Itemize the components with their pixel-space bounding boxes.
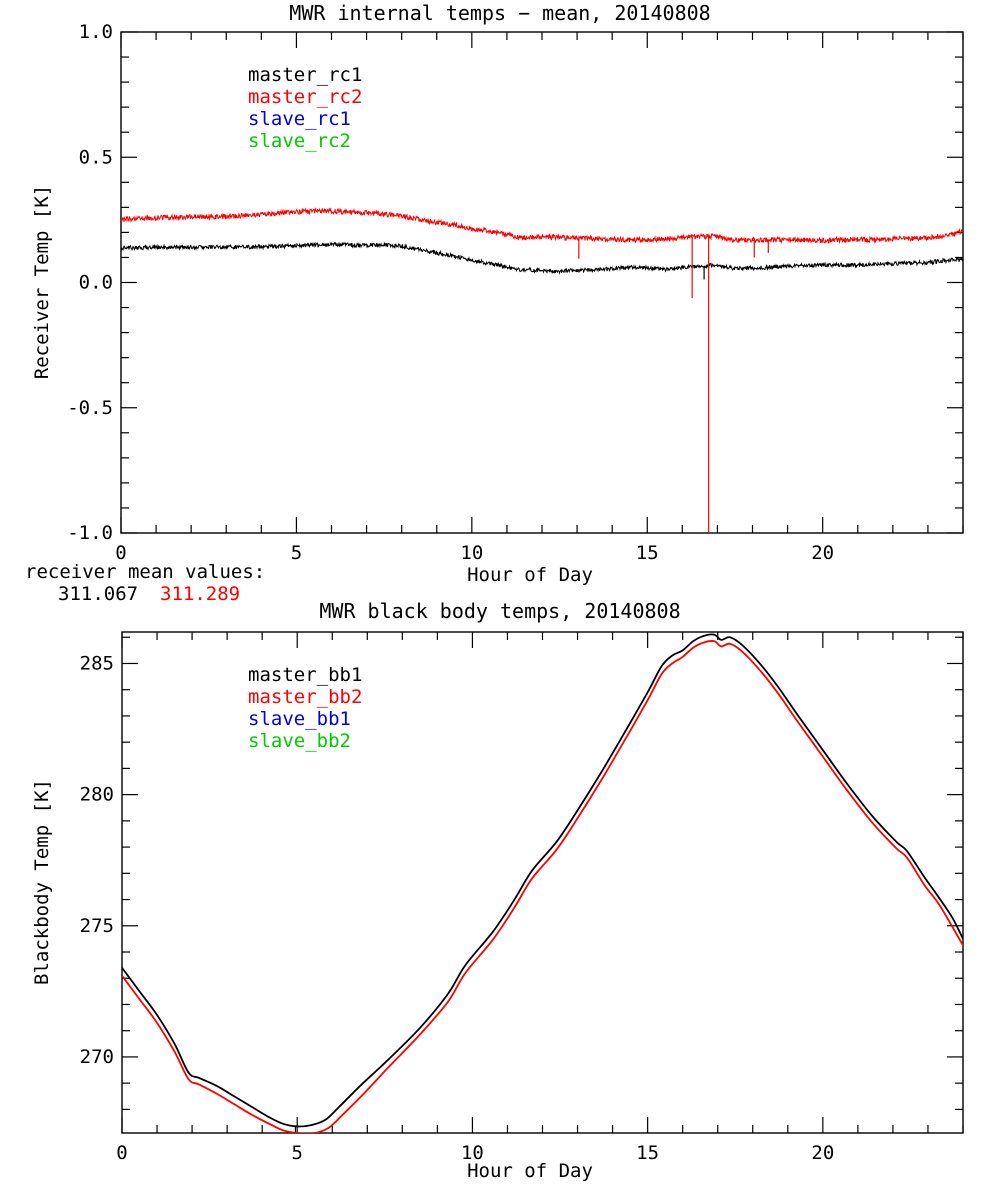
x-tick-label: 20 bbox=[811, 1142, 834, 1164]
receiver-y-axis-label: Receiver Temp [K] bbox=[31, 184, 53, 380]
x-tick-label: 0 bbox=[115, 542, 126, 564]
y-tick-label: 1.0 bbox=[79, 21, 113, 43]
axis-ticks bbox=[120, 31, 964, 534]
x-tick-label: 0 bbox=[116, 1142, 127, 1164]
blackbody-x-axis-label: Hour of Day bbox=[467, 1160, 593, 1182]
x-tick-label: 20 bbox=[811, 542, 834, 564]
y-tick-label: 0.5 bbox=[79, 146, 113, 168]
series-master_rc2 bbox=[121, 207, 963, 244]
x-tick-label: 15 bbox=[636, 1142, 659, 1164]
y-tick-label: 270 bbox=[80, 1046, 114, 1068]
series-master_rc1 bbox=[121, 241, 963, 275]
y-tick-label: -1.0 bbox=[67, 522, 113, 544]
receiver-x-axis-label: Hour of Day bbox=[467, 564, 593, 586]
series-master_bb2 bbox=[122, 640, 963, 1133]
blackbody-y-axis-label: Blackbody Temp [K] bbox=[31, 779, 53, 985]
legend-item-master-bb1: master_bb1 bbox=[248, 664, 363, 686]
y-tick-label: 285 bbox=[80, 652, 114, 674]
data-series-group bbox=[121, 207, 963, 533]
legend-item-slave-bb2: slave_bb2 bbox=[248, 730, 351, 752]
legend-item-slave-rc2: slave_rc2 bbox=[248, 130, 351, 152]
axis-ticks bbox=[121, 632, 964, 1133]
y-tick-label: 280 bbox=[80, 784, 114, 806]
receiver-mean-value-1: 311.067 bbox=[58, 583, 139, 605]
receiver-mean-value-2: 311.289 bbox=[160, 583, 241, 605]
series-master_bb1 bbox=[122, 633, 963, 1128]
y-tick-label: -0.5 bbox=[67, 397, 113, 419]
legend-item-slave-rc1: slave_rc1 bbox=[248, 108, 351, 130]
legend-item-master-rc1: master_rc1 bbox=[248, 64, 363, 86]
x-tick-label: 10 bbox=[461, 1142, 484, 1164]
blackbody-legend: master_bb1 master_bb2 slave_bb1 slave_bb… bbox=[248, 664, 362, 752]
x-tick-label: 5 bbox=[291, 542, 302, 564]
receiver-chart-title: MWR internal temps − mean, 20140808 bbox=[289, 1, 711, 25]
blackbody-temps-chart: 0 5 10 15 20 285 280 275 270 bbox=[80, 631, 964, 1164]
receiver-mean-values-label: receiver mean values: bbox=[25, 561, 266, 583]
x-tick-label: 15 bbox=[636, 542, 659, 564]
receiver-legend: master_rc1 master_rc2 slave_rc1 slave_rc… bbox=[248, 64, 362, 152]
blackbody-chart-title: MWR black body temps, 20140808 bbox=[319, 599, 681, 623]
y-tick-label: 0.0 bbox=[79, 272, 113, 294]
legend-item-master-rc2: master_rc2 bbox=[248, 86, 363, 108]
receiver-temps-chart: 0 5 10 15 20 1.0 0.5 0.0 -0.5 -1.0 bbox=[67, 21, 964, 564]
x-tick-label: 5 bbox=[291, 1142, 302, 1164]
x-tick-label: 10 bbox=[460, 542, 483, 564]
legend-item-slave-bb1: slave_bb1 bbox=[248, 708, 351, 730]
data-series-group bbox=[122, 633, 963, 1133]
y-tick-label: 275 bbox=[80, 915, 114, 937]
legend-item-master-bb2: master_bb2 bbox=[248, 686, 363, 708]
